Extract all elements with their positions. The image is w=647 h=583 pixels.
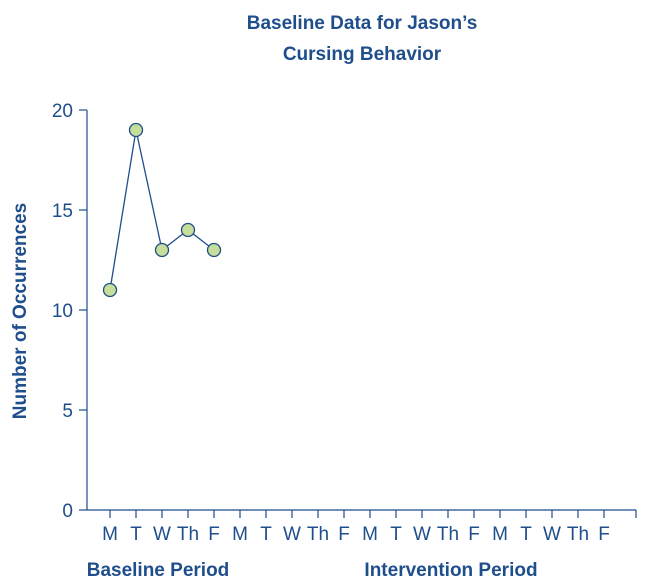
x-tick-label: T xyxy=(260,524,272,545)
x-tick-label: Th xyxy=(177,524,199,545)
x-tick-label: F xyxy=(208,524,220,545)
y-tick-label: 5 xyxy=(62,401,73,422)
x-tick-label: Th xyxy=(437,524,459,545)
y-tick-label: 10 xyxy=(52,301,73,322)
x-tick-label: M xyxy=(102,524,118,545)
intervention-period-label: Intervention Period xyxy=(364,560,537,581)
x-tick-label: F xyxy=(598,524,610,545)
x-tick-label: T xyxy=(130,524,142,545)
x-tick-label: W xyxy=(153,524,171,545)
x-tick-label: W xyxy=(413,524,431,545)
chart-title-line-1: Baseline Data for Jason’s xyxy=(247,13,478,34)
data-point xyxy=(206,242,222,258)
x-tick-label: Th xyxy=(307,524,329,545)
series-line xyxy=(109,129,215,291)
x-tick-label: W xyxy=(543,524,561,545)
x-tick-label: T xyxy=(390,524,402,545)
y-tick-label: 20 xyxy=(52,101,73,122)
x-tick-label: M xyxy=(492,524,508,545)
y-axis-label: Number of Occurrences xyxy=(10,203,31,419)
data-point xyxy=(128,122,144,138)
x-tick-label: Th xyxy=(567,524,589,545)
x-axis-ticks: M T W Th F M T W Th F M T W Th F M T W Th F xyxy=(102,510,637,545)
x-tick-label: F xyxy=(468,524,480,545)
x-tick-label: T xyxy=(520,524,532,545)
y-tick-label: 15 xyxy=(52,201,73,222)
series-layer xyxy=(102,122,222,298)
x-tick-label: F xyxy=(338,524,350,545)
data-point xyxy=(154,242,170,258)
y-axis-ticks: 0 5 10 15 20 xyxy=(52,101,87,522)
chart-title: Baseline Data for Jason’s Cursing Behavi… xyxy=(247,13,478,65)
y-tick-label: 0 xyxy=(62,501,73,522)
x-tick-label: M xyxy=(362,524,378,545)
x-tick-label: M xyxy=(232,524,248,545)
chart-title-line-2: Cursing Behavior xyxy=(283,44,442,65)
data-point xyxy=(102,282,118,298)
x-tick-label: W xyxy=(283,524,301,545)
data-point xyxy=(180,222,196,238)
baseline-period-label: Baseline Period xyxy=(87,560,230,581)
